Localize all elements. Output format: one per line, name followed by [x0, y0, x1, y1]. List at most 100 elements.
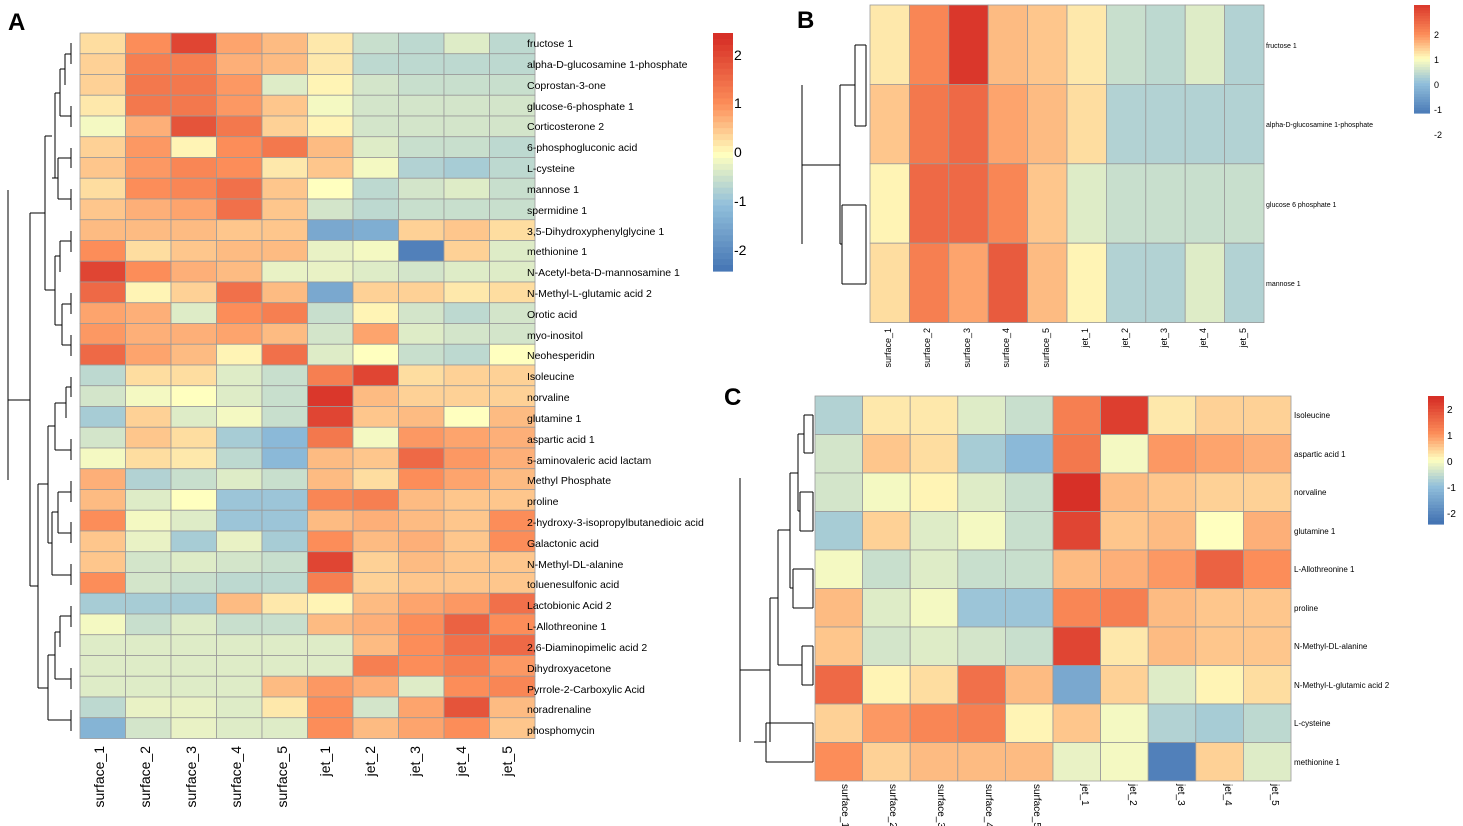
heatmap-cell [398, 323, 445, 345]
heatmap-cell [1224, 163, 1265, 244]
heatmap-cells-c [814, 395, 1292, 782]
column-label: surface_2 [887, 784, 898, 826]
heatmap-cell [216, 385, 263, 407]
heatmap-cell [1106, 84, 1147, 165]
legend-tick: 1 [1447, 431, 1453, 442]
heatmap-cell [216, 198, 263, 221]
heatmap-cell [1243, 588, 1292, 628]
heatmap-cell [443, 32, 490, 55]
heatmap-cell [1005, 665, 1054, 705]
heatmap-cell [125, 717, 172, 739]
heatmap-cell [1100, 742, 1149, 782]
heatmap-cell [1224, 4, 1265, 85]
heatmap-cell [398, 613, 445, 636]
heatmap-cell [909, 84, 950, 165]
legend-tick: 2 [734, 47, 742, 63]
heatmap-cell [1052, 395, 1101, 435]
heatmap-cell [1005, 395, 1054, 435]
heatmap-cell [352, 572, 399, 594]
heatmap-cell [261, 468, 308, 490]
row-label: Neohesperidin [527, 350, 595, 362]
heatmap-cell [398, 551, 445, 573]
row-label: Methyl Phosphate [527, 475, 611, 487]
legend-segment [713, 211, 733, 219]
row-label: 3,5-Dihydroxyphenylglycine 1 [527, 226, 664, 238]
heatmap-cell [261, 240, 308, 262]
heatmap-cell [398, 157, 445, 179]
legend-tick: 1 [734, 95, 742, 111]
heatmap-cell [307, 426, 354, 449]
heatmap-cell [398, 634, 445, 656]
heatmap-cell [1100, 472, 1149, 512]
heatmap-cell [216, 302, 263, 324]
heatmap-cell [216, 364, 263, 387]
heatmap-cell [352, 613, 399, 636]
heatmap-cell [1066, 84, 1107, 165]
heatmap-cell [79, 634, 126, 656]
heatmap-cell [125, 655, 172, 677]
legend-segment [713, 80, 733, 88]
column-label: jet_5 [1269, 783, 1280, 806]
legend-segment [713, 241, 733, 248]
column-label: surface_2 [137, 746, 153, 808]
legend-segment [713, 74, 733, 82]
heatmap-cell [909, 395, 959, 435]
heatmap-cell [1147, 742, 1197, 782]
heatmap-cell [79, 572, 126, 594]
heatmap-cell [216, 530, 263, 553]
heatmap-cell [1005, 703, 1054, 743]
heatmap-cell [1184, 4, 1225, 85]
legend-segment [1428, 399, 1444, 403]
heatmap-cell [79, 157, 126, 179]
legend-segment [1414, 5, 1430, 9]
heatmap-cell [862, 395, 911, 435]
heatmap-cell [170, 198, 217, 221]
heatmap-cell [1147, 395, 1197, 435]
heatmap-cell [170, 613, 217, 636]
heatmap-cell [307, 302, 354, 324]
heatmap-cell [170, 157, 217, 179]
heatmap-cell [398, 717, 445, 739]
legend-segment [1428, 517, 1444, 522]
legend-segment [1428, 428, 1444, 432]
heatmap-cell [1005, 588, 1054, 628]
row-label: glutamine 1 [527, 413, 581, 425]
column-label: jet_5 [1238, 328, 1248, 349]
heatmap-cell [443, 115, 490, 138]
heatmap-cell [352, 177, 399, 200]
legend-segment [1428, 421, 1444, 426]
legend-segment [1428, 412, 1444, 416]
heatmap-cell [1145, 4, 1186, 85]
row-label: Coprostan-3-one [527, 80, 606, 92]
heatmap-cell [307, 136, 354, 158]
legend-segment [1428, 466, 1444, 471]
heatmap-cell [957, 703, 1006, 743]
heatmap-cell [216, 281, 263, 304]
legend-tick: 0 [1447, 457, 1453, 468]
heatmap-cell [170, 406, 217, 428]
legend-segment [1428, 520, 1444, 525]
legend-segment [1428, 431, 1444, 435]
heatmap-cell [307, 717, 354, 739]
heatmap-panel-a: fructose 1 alpha-D-glucosamine 1-phospha… [7, 32, 747, 808]
heatmap-cell [216, 634, 263, 656]
heatmap-cell [1243, 742, 1292, 782]
color-legend-c: 2 1 0 -1 -2 [1428, 396, 1456, 525]
heatmap-cell [170, 634, 217, 656]
column-label: jet_3 [1175, 783, 1186, 806]
column-label: surface_3 [183, 746, 199, 808]
heatmap-cells-a [79, 32, 536, 739]
heatmap-cell [79, 489, 126, 511]
legend-segment [713, 38, 733, 46]
legend-tick: -1 [1434, 105, 1442, 115]
heatmap-cell [1147, 626, 1197, 666]
legend-segment [1414, 10, 1430, 14]
heatmap-cell [862, 665, 911, 705]
legend-segment [713, 217, 733, 224]
legend-segment [713, 163, 733, 171]
legend-segment [713, 223, 733, 230]
heatmap-cell [862, 588, 911, 628]
heatmap-cell [79, 302, 126, 324]
heatmap-cell [443, 157, 490, 179]
heatmap-cell [352, 198, 399, 221]
